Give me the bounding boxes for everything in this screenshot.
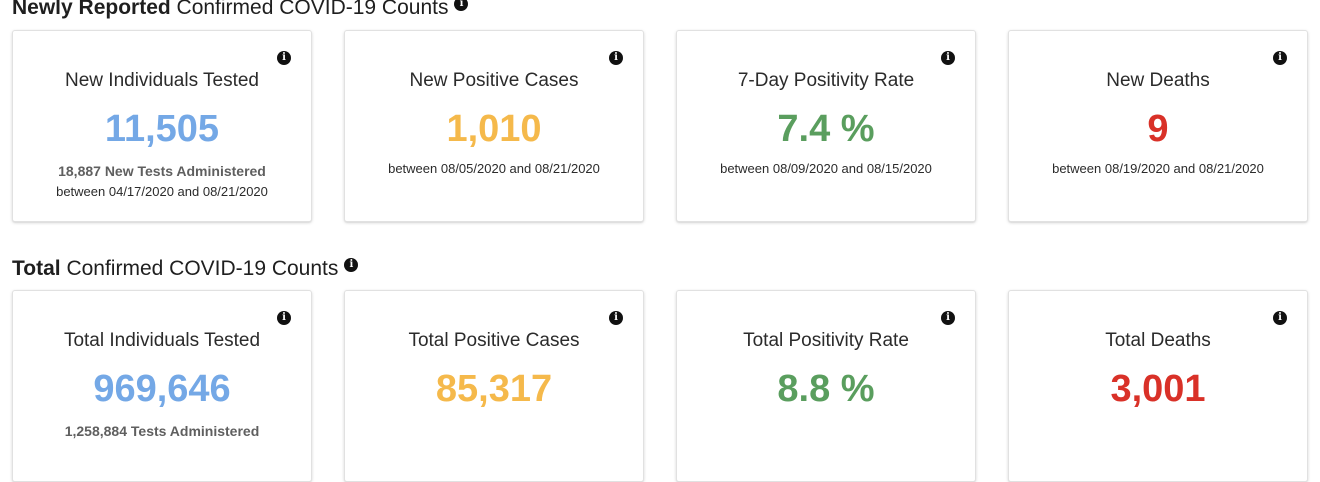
card-date-range: between 08/05/2020 and 08/21/2020 bbox=[388, 161, 600, 176]
info-icon[interactable]: i bbox=[609, 51, 623, 65]
info-icon[interactable]: i bbox=[609, 311, 623, 325]
card-title: Total Positivity Rate bbox=[743, 330, 909, 351]
total-positivity-rate-card: i Total Positivity Rate 8.8 % bbox=[676, 290, 976, 482]
info-icon[interactable]: i bbox=[277, 51, 291, 65]
total-counts-heading-bold: Total bbox=[12, 257, 61, 280]
card-value: 3,001 bbox=[1110, 368, 1206, 410]
card-title: New Deaths bbox=[1106, 70, 1210, 91]
info-icon[interactable]: i bbox=[454, 0, 469, 11]
card-title: Total Positive Cases bbox=[408, 330, 580, 351]
total-deaths-card: i Total Deaths 3,001 bbox=[1008, 290, 1308, 482]
total-positive-cases-card: i Total Positive Cases 85,317 bbox=[344, 290, 644, 482]
info-icon[interactable]: i bbox=[1273, 51, 1287, 65]
card-title: 7-Day Positivity Rate bbox=[737, 70, 915, 91]
card-value: 7.4 % bbox=[777, 108, 875, 150]
card-title: Total Deaths bbox=[1105, 330, 1211, 351]
card-title: New Individuals Tested bbox=[65, 70, 259, 91]
card-value: 969,646 bbox=[93, 368, 231, 410]
new-counts-heading-bold: Newly Reported bbox=[12, 0, 171, 19]
new-counts-heading: Newly Reported Confirmed COVID-19 Counts… bbox=[12, 0, 469, 21]
card-value: 11,505 bbox=[104, 108, 220, 150]
new-counts-heading-rest: Confirmed COVID-19 Counts bbox=[170, 0, 449, 19]
card-title: New Positive Cases bbox=[409, 70, 579, 91]
total-counts-heading-rest: Confirmed COVID-19 Counts bbox=[60, 257, 339, 280]
new-positive-cases-card: i New Positive Cases 1,010 between 08/05… bbox=[344, 30, 644, 222]
card-date-range: between 08/09/2020 and 08/15/2020 bbox=[720, 161, 932, 176]
card-value: 9 bbox=[1147, 108, 1169, 150]
info-icon[interactable]: i bbox=[941, 311, 955, 325]
card-value: 8.8 % bbox=[777, 368, 875, 410]
info-icon[interactable]: i bbox=[344, 258, 359, 272]
new-deaths-card: i New Deaths 9 between 08/19/2020 and 08… bbox=[1008, 30, 1308, 222]
info-icon[interactable]: i bbox=[941, 51, 955, 65]
card-subtext: 1,258,884 Tests Administered bbox=[64, 423, 260, 439]
card-date-range: between 08/19/2020 and 08/21/2020 bbox=[1052, 161, 1264, 176]
seven-day-positivity-rate-card: i 7-Day Positivity Rate 7.4 % between 08… bbox=[676, 30, 976, 222]
info-icon[interactable]: i bbox=[1273, 311, 1287, 325]
total-counts-heading: Total Confirmed COVID-19 Counts i bbox=[12, 256, 359, 282]
card-subtext: 18,887 New Tests Administered bbox=[58, 163, 266, 179]
total-individuals-tested-card: i Total Individuals Tested 969,646 1,258… bbox=[12, 290, 312, 482]
card-date-range: between 04/17/2020 and 08/21/2020 bbox=[56, 184, 268, 199]
card-value: 1,010 bbox=[446, 108, 542, 150]
new-individuals-tested-card: i New Individuals Tested 11,505 18,887 N… bbox=[12, 30, 312, 222]
card-value: 85,317 bbox=[435, 368, 553, 410]
card-title: Total Individuals Tested bbox=[63, 330, 261, 351]
info-icon[interactable]: i bbox=[277, 311, 291, 325]
